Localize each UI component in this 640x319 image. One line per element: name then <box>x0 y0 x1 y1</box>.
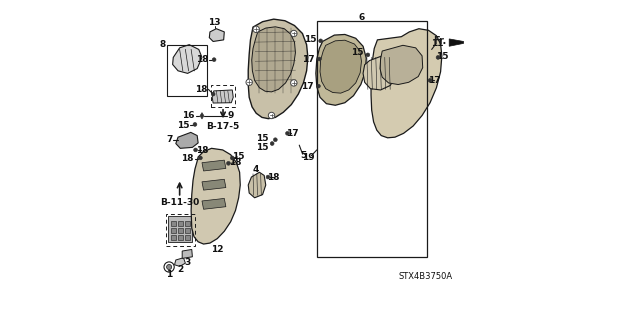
Polygon shape <box>248 19 308 119</box>
Text: 7: 7 <box>166 135 173 144</box>
Polygon shape <box>252 27 296 92</box>
Polygon shape <box>168 216 193 242</box>
Circle shape <box>194 148 198 152</box>
Circle shape <box>253 26 259 33</box>
Circle shape <box>198 156 202 160</box>
FancyBboxPatch shape <box>178 228 183 233</box>
Polygon shape <box>175 258 186 266</box>
Polygon shape <box>209 29 224 41</box>
Text: 10: 10 <box>391 67 403 76</box>
FancyBboxPatch shape <box>185 221 190 226</box>
Text: 15: 15 <box>351 48 364 57</box>
Text: Fr.: Fr. <box>433 36 446 47</box>
FancyBboxPatch shape <box>178 221 183 226</box>
Polygon shape <box>212 90 233 103</box>
Text: 5: 5 <box>300 151 307 160</box>
FancyBboxPatch shape <box>171 235 176 240</box>
Text: 4: 4 <box>253 165 259 174</box>
Text: 15: 15 <box>256 143 268 152</box>
Text: 1: 1 <box>166 271 172 279</box>
Circle shape <box>166 264 172 270</box>
Text: B-17-5: B-17-5 <box>206 122 239 131</box>
Circle shape <box>211 92 215 96</box>
Polygon shape <box>182 249 193 258</box>
Circle shape <box>164 262 174 272</box>
FancyBboxPatch shape <box>185 228 190 233</box>
Circle shape <box>246 79 252 85</box>
FancyBboxPatch shape <box>178 235 183 240</box>
Circle shape <box>266 175 270 179</box>
Circle shape <box>317 57 321 61</box>
Text: 17: 17 <box>285 129 298 138</box>
Text: 15: 15 <box>257 134 269 143</box>
FancyBboxPatch shape <box>171 221 176 226</box>
Polygon shape <box>176 132 198 148</box>
Circle shape <box>428 78 432 82</box>
Circle shape <box>285 131 289 135</box>
Circle shape <box>366 53 370 57</box>
Text: 12: 12 <box>211 245 223 254</box>
Circle shape <box>317 84 320 88</box>
Text: 18: 18 <box>195 85 208 94</box>
Circle shape <box>273 138 277 142</box>
Text: 18: 18 <box>182 154 194 163</box>
Circle shape <box>230 156 234 160</box>
Circle shape <box>212 58 216 62</box>
Text: 15: 15 <box>436 52 448 61</box>
Polygon shape <box>202 198 226 209</box>
Circle shape <box>227 161 230 165</box>
Polygon shape <box>200 113 204 119</box>
Circle shape <box>270 142 274 145</box>
Polygon shape <box>316 34 366 105</box>
Text: 17: 17 <box>302 55 315 63</box>
Circle shape <box>436 56 440 59</box>
Text: 11: 11 <box>431 39 444 48</box>
Text: 17: 17 <box>428 76 440 85</box>
Polygon shape <box>202 160 226 171</box>
Text: STX4B3750A: STX4B3750A <box>398 272 452 281</box>
Text: 18: 18 <box>268 173 280 182</box>
Polygon shape <box>248 172 266 198</box>
Polygon shape <box>363 56 397 90</box>
Text: 16: 16 <box>182 111 195 120</box>
Text: 18: 18 <box>196 55 209 64</box>
Polygon shape <box>449 39 463 46</box>
Text: B-11-30: B-11-30 <box>160 198 199 207</box>
Polygon shape <box>202 179 226 190</box>
Polygon shape <box>371 29 442 138</box>
Text: 15: 15 <box>177 121 190 130</box>
Polygon shape <box>191 148 240 244</box>
FancyBboxPatch shape <box>171 228 176 233</box>
Polygon shape <box>380 45 422 85</box>
Circle shape <box>193 122 197 126</box>
Text: 13: 13 <box>209 18 221 27</box>
Text: 19: 19 <box>303 153 315 162</box>
Circle shape <box>291 80 297 86</box>
Text: 18: 18 <box>229 158 242 167</box>
Circle shape <box>319 39 323 43</box>
Text: 3: 3 <box>184 258 191 267</box>
Text: 8: 8 <box>159 40 166 49</box>
Text: 17: 17 <box>301 82 314 91</box>
FancyBboxPatch shape <box>185 235 190 240</box>
Text: 18: 18 <box>196 146 208 155</box>
Polygon shape <box>320 40 362 93</box>
Text: 9: 9 <box>227 111 234 120</box>
Text: 15: 15 <box>303 35 316 44</box>
Polygon shape <box>173 45 202 73</box>
Text: 15: 15 <box>232 152 244 161</box>
Circle shape <box>291 30 297 37</box>
Text: 6: 6 <box>358 13 365 22</box>
Text: 2: 2 <box>177 265 184 274</box>
Circle shape <box>268 112 275 119</box>
